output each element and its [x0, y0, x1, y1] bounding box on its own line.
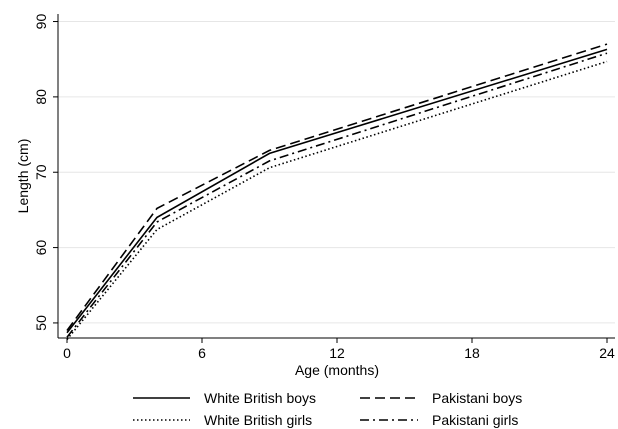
y-tick-label-80: 80 — [33, 89, 49, 105]
legend-label-pakistani-boys: Pakistani boys — [432, 390, 522, 406]
series-line-pakistani-girls — [66, 52, 608, 338]
axes: 50 60 70 80 90 0 6 12 18 24 — [33, 14, 615, 361]
series-layer — [66, 43, 608, 341]
y-tick-label-60: 60 — [33, 240, 49, 256]
x-tick-label-6: 6 — [198, 345, 206, 361]
y-tick-label-90: 90 — [33, 14, 49, 30]
series-line-white-british-girls — [66, 60, 608, 341]
x-tick-label-18: 18 — [464, 345, 480, 361]
series-line-white-british-boys — [66, 48, 608, 334]
legend-label-white-british-boys: White British boys — [204, 390, 316, 406]
legend: White British boys Pakistani boys White … — [133, 390, 522, 428]
y-tick-label-50: 50 — [33, 315, 49, 331]
y-axis-title: Length (cm) — [15, 139, 31, 214]
x-axis-title: Age (months) — [295, 362, 379, 378]
legend-label-pakistani-girls: Pakistani girls — [432, 412, 518, 428]
legend-label-white-british-girls: White British girls — [204, 412, 312, 428]
grid-layer — [58, 21, 615, 324]
series-line-pakistani-boys — [66, 43, 608, 331]
x-tick-label-0: 0 — [63, 345, 71, 361]
y-tick-label-70: 70 — [33, 164, 49, 180]
x-tick-label-24: 24 — [599, 345, 615, 361]
x-tick-label-12: 12 — [329, 345, 345, 361]
